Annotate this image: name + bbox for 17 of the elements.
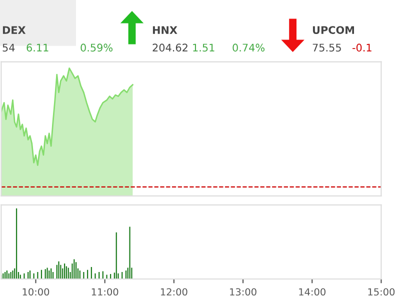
text: 6.11 xyxy=(26,44,48,52)
x-tick-label: 14:00 xyxy=(299,288,326,296)
text: 54 xyxy=(2,44,15,52)
text: 1.51 xyxy=(193,44,214,52)
text: -0.1 xyxy=(352,44,372,52)
x-tick-label: 12:00 xyxy=(160,288,188,296)
text: HNX xyxy=(152,26,178,34)
text: DEX xyxy=(2,26,26,34)
x-tick-label: 11:00 xyxy=(92,288,118,296)
text: 0.59% xyxy=(80,44,113,52)
text: 75.55 xyxy=(312,44,341,52)
text: 0.74% xyxy=(232,44,265,52)
text: 204.62 xyxy=(152,44,188,52)
text: UPCOM xyxy=(312,26,354,34)
x-tick-label: 13:00 xyxy=(230,288,256,296)
x-tick-label: 15:00 xyxy=(368,288,395,296)
x-tick-label: 10:00 xyxy=(22,288,50,296)
